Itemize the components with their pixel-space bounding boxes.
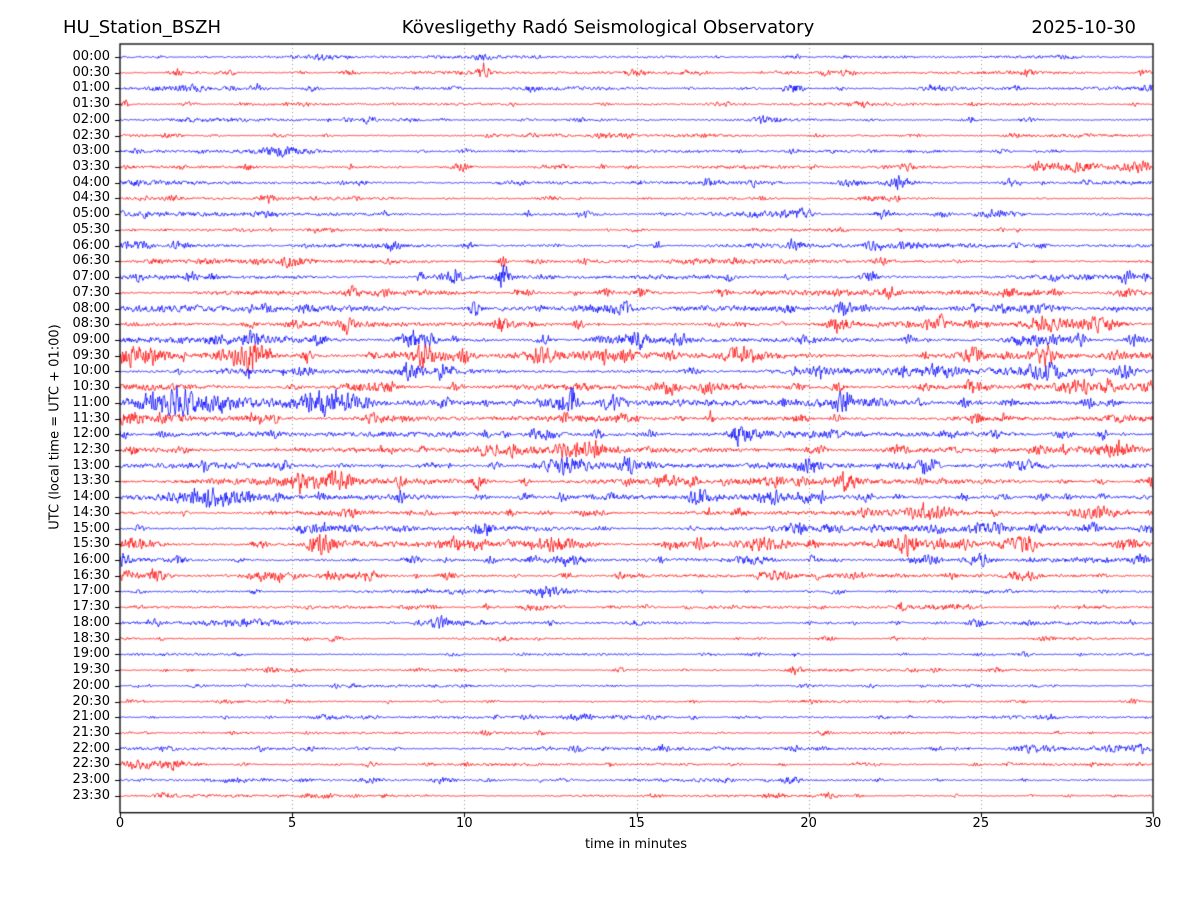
y-tick-label: 11:00: [72, 394, 110, 410]
y-tick-label: 13:30: [72, 473, 110, 489]
y-tick-label: 14:00: [72, 489, 110, 505]
y-tick-label: 03:00: [72, 143, 110, 159]
y-tick-label: 23:00: [72, 772, 110, 788]
y-tick-label: 00:30: [72, 64, 110, 80]
y-tick-label: 06:30: [72, 253, 110, 269]
x-tick-label: 30: [1144, 816, 1162, 831]
y-tick-label: 10:30: [72, 379, 110, 395]
y-tick-label: 22:00: [72, 740, 110, 756]
y-tick-label: 11:30: [72, 410, 110, 426]
x-axis-title: time in minutes: [584, 837, 688, 852]
y-tick-label: 09:00: [72, 331, 110, 347]
y-tick-label: 16:00: [72, 552, 110, 568]
y-tick-label: 21:00: [72, 709, 110, 725]
x-tick-label: 5: [288, 816, 297, 831]
y-tick-label: 07:00: [72, 269, 110, 285]
y-tick-label: 16:30: [72, 567, 110, 583]
x-tick-label: 0: [115, 816, 125, 831]
y-tick-label: 04:30: [72, 190, 110, 206]
observatory-title: Kövesligethy Radó Seismological Observat…: [401, 17, 815, 38]
y-tick-label: 02:00: [72, 111, 110, 127]
y-tick-label: 09:30: [72, 347, 110, 363]
y-tick-label: 02:30: [72, 127, 110, 143]
y-tick-label: 19:30: [72, 662, 110, 678]
y-tick-label: 18:30: [72, 630, 110, 646]
y-tick-label: 15:30: [72, 536, 110, 552]
x-tick-label: 25: [972, 816, 990, 831]
y-tick-label: 13:00: [72, 457, 110, 473]
y-tick-label: 01:30: [72, 96, 110, 112]
y-tick-label: 06:00: [72, 237, 110, 253]
y-tick-label: 03:30: [72, 159, 110, 175]
y-tick-label: 12:00: [72, 426, 110, 442]
x-tick-label: 20: [800, 816, 817, 831]
y-tick-label: 20:30: [72, 693, 110, 709]
y-tick-label: 17:30: [72, 599, 110, 615]
y-tick-label: 22:30: [72, 756, 110, 772]
y-tick-label: 15:00: [72, 520, 110, 536]
y-tick-label: 08:00: [72, 300, 110, 316]
x-tick-label: 15: [628, 816, 645, 831]
station-title: HU_Station_BSZH: [63, 17, 222, 38]
x-tick-label: 10: [456, 816, 473, 831]
y-tick-label: 07:30: [72, 284, 110, 300]
y-tick-label: 18:00: [72, 614, 110, 630]
y-tick-label: 10:00: [72, 363, 110, 379]
y-tick-label: 00:00: [72, 49, 110, 64]
y-tick-label: 19:00: [72, 646, 110, 662]
y-tick-label: 17:00: [72, 583, 110, 599]
y-tick-label: 01:00: [72, 80, 110, 96]
date-label: 2025-10-30: [1031, 17, 1136, 38]
y-tick-label: 08:30: [72, 316, 110, 332]
y-tick-label: 12:30: [72, 442, 110, 457]
y-tick-label: 04:00: [72, 174, 110, 190]
y-tick-label: 14:30: [72, 504, 110, 520]
y-tick-label: 21:30: [72, 724, 110, 740]
y-tick-label: 23:30: [72, 787, 110, 803]
y-tick-label: 05:00: [72, 206, 110, 222]
y-tick-label: 20:00: [72, 677, 110, 693]
y-tick-label: 05:30: [72, 221, 110, 237]
